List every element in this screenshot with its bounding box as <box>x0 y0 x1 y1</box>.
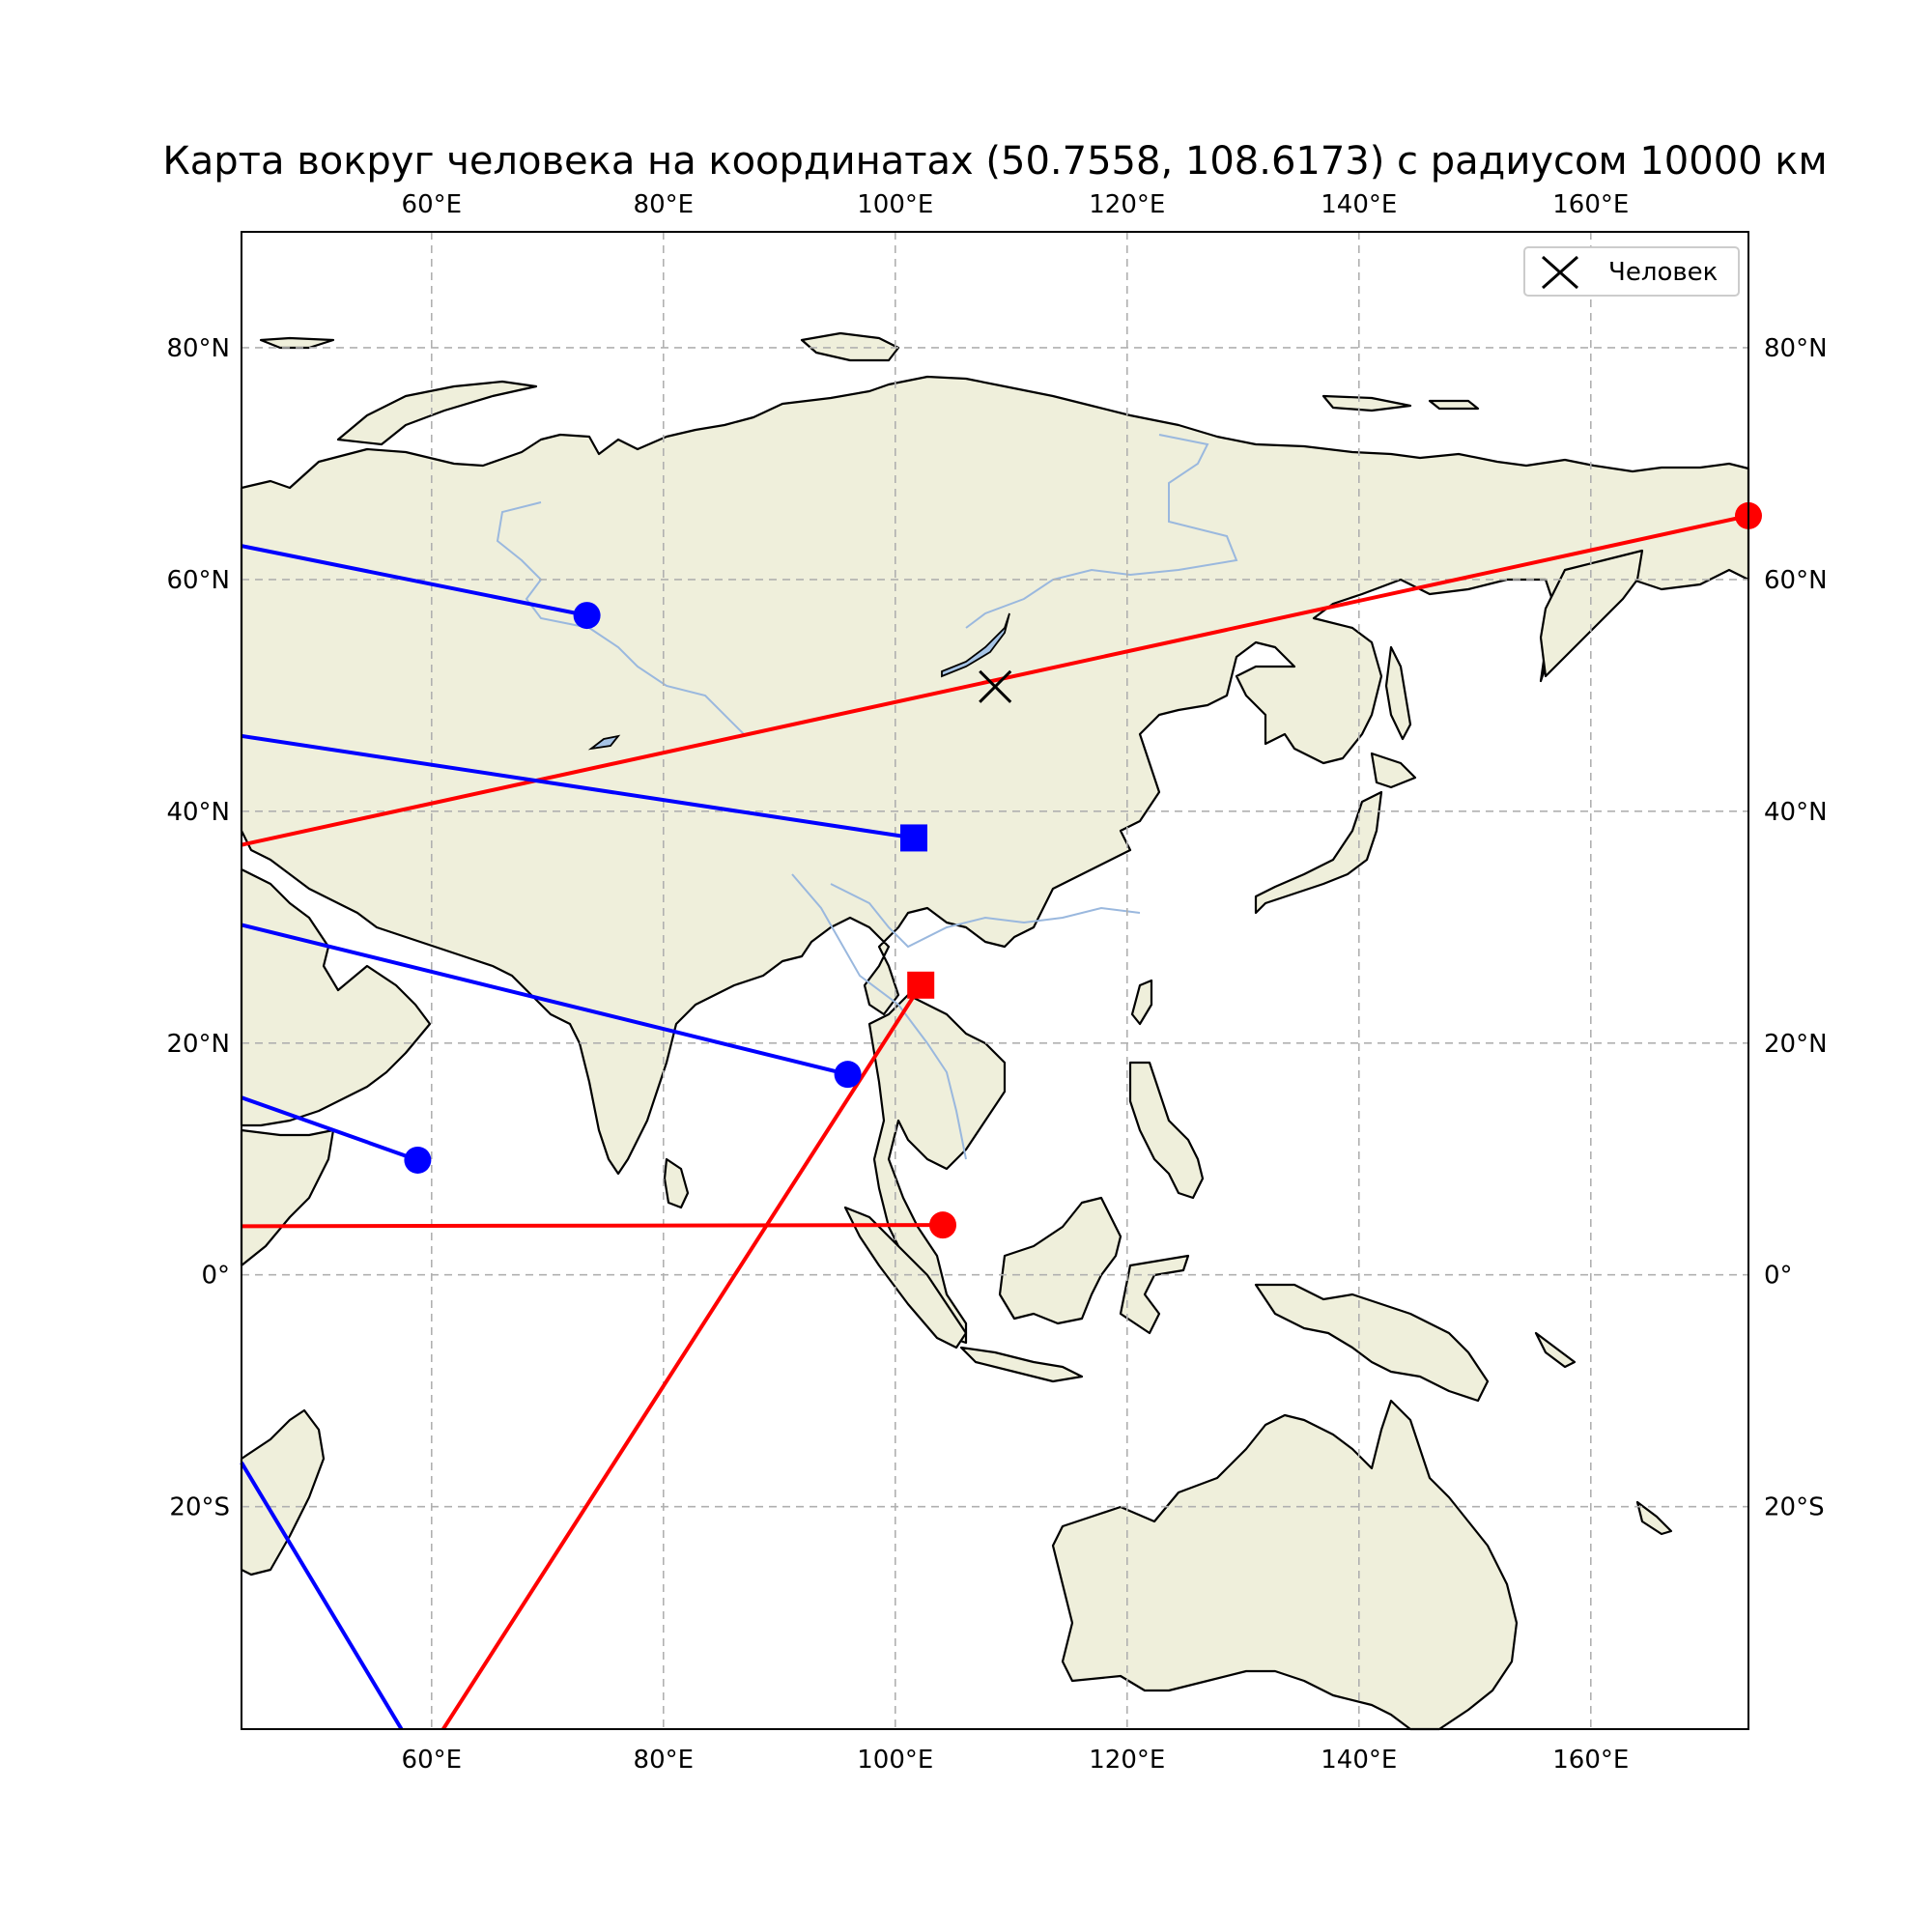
legend-label: Человек <box>1608 258 1718 287</box>
tick-label-left-2: 40°N <box>166 798 230 827</box>
ob-river <box>496 501 745 735</box>
tick-label-left-4: 0° <box>201 1262 230 1291</box>
tick-label-top-5: 160°E <box>1552 190 1629 219</box>
sulawesi-island <box>1119 1254 1190 1335</box>
legend: Человек <box>1523 246 1740 297</box>
tick-label-right-4: 0° <box>1764 1262 1793 1291</box>
tick-label-right-0: 80°N <box>1764 334 1828 363</box>
madagascar-landmass <box>240 1408 326 1577</box>
tick-label-bottom-2: 100°E <box>857 1746 933 1775</box>
wrangel-island <box>1428 399 1480 411</box>
route-line-1 <box>441 983 923 1731</box>
tick-label-left-1: 60°N <box>166 566 230 595</box>
sri-lanka-landmass <box>663 1157 690 1209</box>
lake-baikal <box>941 612 1010 678</box>
route-endpoint-circle-2 <box>929 1211 956 1239</box>
tick-label-top-3: 120°E <box>1089 190 1165 219</box>
franz-josef-island <box>259 336 335 350</box>
routes-layer <box>240 501 1762 1731</box>
map-title: Карта вокруг человека на координатах (50… <box>162 139 1827 184</box>
person-marker-stroke-2 <box>979 669 1012 703</box>
borneo-island <box>998 1196 1122 1325</box>
route-endpoint-circle-6 <box>404 1146 432 1174</box>
arabian-africa-landmass <box>240 867 432 1127</box>
eurasia-landmass <box>240 375 1750 1176</box>
route-line-0 <box>241 513 1749 847</box>
tick-label-left-0: 80°N <box>166 334 230 363</box>
tick-label-bottom-5: 160°E <box>1552 1746 1629 1775</box>
route-endpoint-circle-5 <box>834 1061 862 1089</box>
water-layer <box>496 434 1238 1160</box>
land-layer <box>240 331 1750 1731</box>
tick-label-right-2: 40°N <box>1764 798 1828 827</box>
route-line-2 <box>241 1223 944 1229</box>
x-marker-icon <box>1542 255 1578 290</box>
tick-label-bottom-4: 140°E <box>1321 1746 1397 1775</box>
hokkaido-island <box>1370 752 1417 789</box>
tick-label-left-3: 20°N <box>166 1030 230 1059</box>
australia-landmass <box>1051 1399 1519 1731</box>
sumatra-island <box>843 1206 968 1350</box>
tick-label-bottom-3: 120°E <box>1089 1746 1165 1775</box>
tick-label-right-1: 60°N <box>1764 566 1828 595</box>
route-line-3 <box>241 544 587 618</box>
yenisei-river <box>965 434 1238 629</box>
japan-islands <box>1254 790 1383 915</box>
tick-label-bottom-0: 60°E <box>402 1746 463 1775</box>
philippines-islands <box>1128 1061 1205 1200</box>
tick-label-top-2: 100°E <box>857 190 933 219</box>
route-line-4 <box>241 733 915 840</box>
novaya-zemlya-island <box>336 380 538 446</box>
java-island <box>959 1346 1084 1383</box>
new-siberian-island <box>1321 394 1412 412</box>
new-guinea-island <box>1254 1283 1490 1403</box>
tick-label-top-0: 60°E <box>402 190 463 219</box>
legend-box <box>1523 246 1740 297</box>
africa-horn-landmass <box>240 1128 335 1267</box>
tick-label-top-1: 80°E <box>634 190 695 219</box>
route-endpoint-square-4 <box>900 824 927 852</box>
tick-label-right-5: 20°S <box>1764 1493 1825 1522</box>
route-endpoint-circle-3 <box>573 602 601 630</box>
mekong-river <box>791 873 967 1160</box>
new-caledonia-island <box>1635 1500 1673 1536</box>
map-frame <box>241 231 1749 1730</box>
route-endpoint-square-1 <box>907 971 935 999</box>
tick-label-left-5: 20°S <box>169 1493 230 1522</box>
route-line-5 <box>241 923 849 1077</box>
tick-label-top-4: 140°E <box>1321 190 1397 219</box>
person-layer <box>979 669 1012 703</box>
solomon-islands <box>1534 1331 1577 1369</box>
severnaya-zemlya-island <box>800 331 900 362</box>
tick-label-right-3: 20°N <box>1764 1030 1828 1059</box>
yangtze-river <box>830 883 1141 949</box>
tick-label-bottom-1: 80°E <box>634 1746 695 1775</box>
route-line-6 <box>241 1095 419 1162</box>
aral-sea <box>587 734 621 751</box>
gridlines <box>242 232 1748 1729</box>
route-line-7 <box>240 1462 404 1731</box>
tick-labels: 60°E 60°E 80°E 80°E 100°E 100°E 120°E 120°E 140°… <box>166 190 1827 1775</box>
sakhalin-island <box>1384 645 1412 741</box>
taiwan-island <box>1130 979 1153 1026</box>
